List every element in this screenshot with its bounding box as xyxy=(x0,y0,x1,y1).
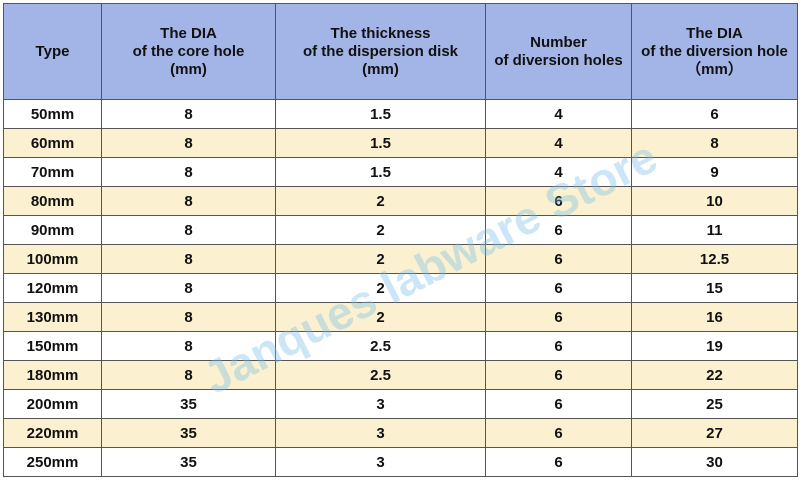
header-diversion-hole-count: Number of diversion holes xyxy=(485,3,632,100)
cell-hole-count: 6 xyxy=(485,215,632,245)
cell-hole-count: 6 xyxy=(485,186,632,216)
cell-core-hole-dia: 8 xyxy=(101,273,276,303)
cell-hole-count: 4 xyxy=(485,128,632,158)
cell-core-hole-dia: 35 xyxy=(101,389,276,419)
cell-disk-thickness: 3 xyxy=(275,418,486,448)
table-row: 80mm 8 2 6 10 xyxy=(3,186,798,216)
table-row: 50mm 8 1.5 4 6 xyxy=(3,99,798,129)
cell-hole-dia: 8 xyxy=(631,128,798,158)
cell-type: 80mm xyxy=(3,186,102,216)
spec-table-container: Type The DIA of the core hole (mm) The t… xyxy=(3,3,798,479)
cell-disk-thickness: 2.5 xyxy=(275,360,486,390)
cell-hole-count: 6 xyxy=(485,418,632,448)
table-row: 200mm 35 3 6 25 xyxy=(3,389,798,419)
cell-core-hole-dia: 8 xyxy=(101,186,276,216)
cell-type: 50mm xyxy=(3,99,102,129)
table-row: 220mm 35 3 6 27 xyxy=(3,418,798,448)
cell-hole-count: 6 xyxy=(485,331,632,361)
cell-core-hole-dia: 35 xyxy=(101,447,276,477)
cell-type: 120mm xyxy=(3,273,102,303)
cell-core-hole-dia: 8 xyxy=(101,128,276,158)
table-row: 60mm 8 1.5 4 8 xyxy=(3,128,798,158)
cell-type: 90mm xyxy=(3,215,102,245)
cell-core-hole-dia: 35 xyxy=(101,418,276,448)
spec-table: Type The DIA of the core hole (mm) The t… xyxy=(3,3,798,477)
cell-type: 60mm xyxy=(3,128,102,158)
cell-hole-count: 6 xyxy=(485,447,632,477)
header-disk-thickness: The thickness of the dispersion disk (mm… xyxy=(275,3,486,100)
cell-type: 250mm xyxy=(3,447,102,477)
cell-core-hole-dia: 8 xyxy=(101,360,276,390)
cell-disk-thickness: 3 xyxy=(275,447,486,477)
cell-core-hole-dia: 8 xyxy=(101,215,276,245)
header-type: Type xyxy=(3,3,102,100)
table-row: 70mm 8 1.5 4 9 xyxy=(3,157,798,187)
cell-disk-thickness: 2 xyxy=(275,273,486,303)
table-row: 150mm 8 2.5 6 19 xyxy=(3,331,798,361)
cell-disk-thickness: 2 xyxy=(275,302,486,332)
cell-type: 100mm xyxy=(3,244,102,274)
cell-disk-thickness: 2 xyxy=(275,186,486,216)
table-row: 100mm 8 2 6 12.5 xyxy=(3,244,798,274)
cell-hole-dia: 15 xyxy=(631,273,798,303)
cell-hole-count: 4 xyxy=(485,99,632,129)
table-row: 130mm 8 2 6 16 xyxy=(3,302,798,332)
cell-disk-thickness: 2 xyxy=(275,215,486,245)
table-row: 250mm 35 3 6 30 xyxy=(3,447,798,477)
cell-type: 130mm xyxy=(3,302,102,332)
cell-hole-dia: 19 xyxy=(631,331,798,361)
cell-disk-thickness: 2.5 xyxy=(275,331,486,361)
cell-core-hole-dia: 8 xyxy=(101,99,276,129)
cell-disk-thickness: 3 xyxy=(275,389,486,419)
cell-core-hole-dia: 8 xyxy=(101,302,276,332)
cell-type: 150mm xyxy=(3,331,102,361)
cell-disk-thickness: 1.5 xyxy=(275,99,486,129)
header-diversion-hole-dia: The DIA of the diversion hole （mm） xyxy=(631,3,798,100)
cell-hole-dia: 16 xyxy=(631,302,798,332)
cell-hole-dia: 9 xyxy=(631,157,798,187)
cell-hole-dia: 11 xyxy=(631,215,798,245)
table-row: 120mm 8 2 6 15 xyxy=(3,273,798,303)
cell-core-hole-dia: 8 xyxy=(101,157,276,187)
cell-hole-count: 6 xyxy=(485,360,632,390)
cell-hole-count: 6 xyxy=(485,302,632,332)
cell-hole-dia: 6 xyxy=(631,99,798,129)
header-row: Type The DIA of the core hole (mm) The t… xyxy=(3,3,798,100)
header-core-hole-dia: The DIA of the core hole (mm) xyxy=(101,3,276,100)
cell-hole-dia: 12.5 xyxy=(631,244,798,274)
cell-hole-count: 6 xyxy=(485,389,632,419)
table-body: 50mm 8 1.5 4 6 60mm 8 1.5 4 8 70mm 8 1.5… xyxy=(3,99,798,477)
cell-core-hole-dia: 8 xyxy=(101,244,276,274)
cell-hole-dia: 25 xyxy=(631,389,798,419)
table-row: 90mm 8 2 6 11 xyxy=(3,215,798,245)
cell-type: 220mm xyxy=(3,418,102,448)
cell-disk-thickness: 2 xyxy=(275,244,486,274)
cell-hole-dia: 22 xyxy=(631,360,798,390)
table-row: 180mm 8 2.5 6 22 xyxy=(3,360,798,390)
cell-hole-dia: 10 xyxy=(631,186,798,216)
cell-type: 180mm xyxy=(3,360,102,390)
cell-type: 70mm xyxy=(3,157,102,187)
cell-hole-count: 4 xyxy=(485,157,632,187)
cell-core-hole-dia: 8 xyxy=(101,331,276,361)
cell-type: 200mm xyxy=(3,389,102,419)
cell-disk-thickness: 1.5 xyxy=(275,128,486,158)
cell-hole-dia: 30 xyxy=(631,447,798,477)
cell-disk-thickness: 1.5 xyxy=(275,157,486,187)
cell-hole-count: 6 xyxy=(485,273,632,303)
cell-hole-count: 6 xyxy=(485,244,632,274)
cell-hole-dia: 27 xyxy=(631,418,798,448)
